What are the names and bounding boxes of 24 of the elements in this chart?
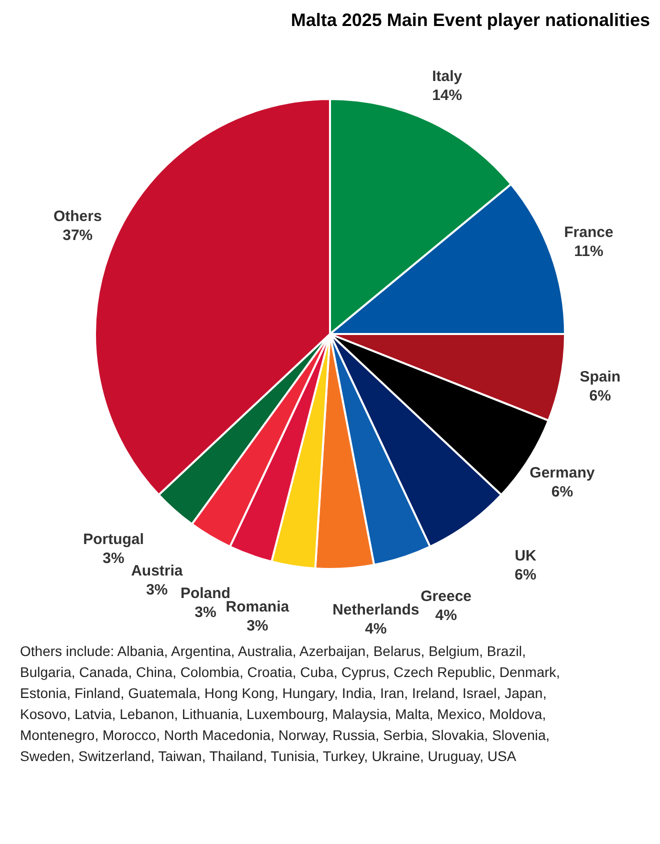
data-label: 6%: [551, 483, 574, 500]
slice-label: Italy: [432, 68, 463, 86]
slice-label: France: [564, 224, 614, 241]
slice-label: Germany: [530, 464, 596, 482]
data-label: 6%: [589, 388, 611, 405]
chart-title: Malta 2025 Main Event player nationalities: [290, 10, 650, 30]
data-label: 4%: [365, 620, 387, 638]
data-label: 11%: [574, 242, 604, 260]
slice-label: Spain: [580, 368, 621, 386]
data-label: 37%: [62, 226, 93, 244]
data-label: 6%: [514, 566, 536, 584]
data-label: 4%: [435, 607, 457, 624]
slice-label: Austria: [131, 562, 184, 580]
slice-label: Greece: [420, 588, 472, 606]
data-label: 3%: [102, 550, 124, 567]
text: Others include: Albania, Argentina, Australia, Azerbaijan, Belarus, Belgium, Brazil, Bulgaria, Canada, China, Colombia, Croatia, Cuba, Cyprus, Czech Republic, Denmark, Estonia, Finland, Guatemala, Hong Kong, Hungary, India, Iran, Ireland, Israel, Japan, Kosovo, Latvia, Lebanon, Lithuania, Luxembourg, Malaysia, Malta, Mexico, Moldova, Montenegro, Morocco, North Macedonia, Norway, Russia, Serbia, Slovakia, Slovenia, Sweden, Switzerland, Taiwan, Thailand, Tunisia, Turkey, Ukraine, Uruguay, USA: [20, 643, 560, 764]
data-label: 3%: [146, 581, 168, 598]
data-label: 3%: [194, 604, 216, 622]
slice-label: Others: [53, 208, 102, 225]
data-label: 14%: [432, 87, 462, 104]
slice-label: UK: [514, 548, 537, 565]
slice-label: Netherlands: [332, 601, 420, 618]
data-label: 3%: [246, 617, 268, 634]
slice-label: Portugal: [83, 530, 144, 548]
